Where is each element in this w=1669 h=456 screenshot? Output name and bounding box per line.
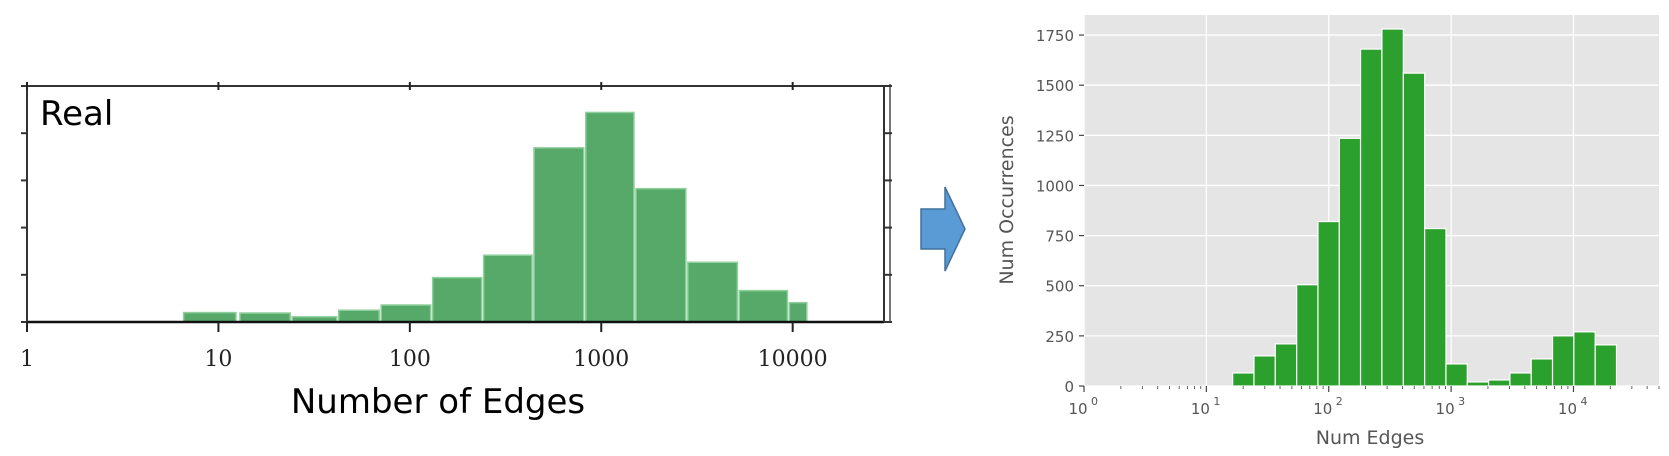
right-bar [1402,72,1426,387]
right-x-tick-label: 10 [1558,400,1577,418]
left-bar [585,111,635,323]
right-x-tick-label: 10 [1313,400,1332,418]
left-bar [687,261,739,323]
right-y-tick-label: 500 [1045,278,1074,296]
left-bar [182,311,237,323]
right-y-tick-label: 0 [1064,378,1074,396]
right-bar [1594,344,1618,387]
right-bar [1424,227,1447,387]
right-y-tick-label: 1250 [1036,127,1074,145]
left-x-tick-label: 1000 [573,347,629,372]
left-x-tick-label: 10 [204,347,232,372]
right-bars-group [1232,28,1618,387]
left-bar [635,187,687,323]
right-arrow-icon [920,186,966,272]
right-bar [1487,379,1511,387]
right-y-tick-label: 1750 [1036,27,1074,45]
right-x-ticks: 10 0 10 1 10 2 10 3 10 4 [1068,386,1660,418]
right-bar [1381,28,1404,387]
left-bar [788,301,808,323]
left-histogram-panel: 1 10 100 1000 10000 Real Number of Edges [20,82,892,422]
left-bar [337,309,380,323]
left-bar [738,289,789,323]
right-x-tick-label: 10 [1068,400,1087,418]
left-x-tick-label: 1 [20,347,34,372]
left-bar [533,147,585,323]
left-x-tick-label: 10000 [758,347,828,372]
right-y-tick-label: 1500 [1036,77,1074,95]
right-y-axis-label: Num Occurrences [996,115,1018,284]
left-axes-frame [21,84,892,324]
right-bar [1573,331,1596,387]
right-bar [1530,358,1554,387]
left-x-tick-label: 100 [389,347,431,372]
right-bar [1359,48,1383,387]
right-bar [1253,355,1276,387]
right-x-tick-label: 10 [1191,400,1210,418]
right-y-tick-label: 750 [1045,228,1074,246]
real-annotation: Real [40,94,113,134]
right-bar [1274,343,1298,387]
right-y-tick-label: 1000 [1036,177,1074,195]
right-x-tick-label: 10 [1436,400,1455,418]
right-bar [1445,363,1468,387]
left-x-axis-label: Number of Edges [291,382,585,422]
right-x-tick-exponent: 1 [1213,395,1220,408]
left-bar [431,276,483,323]
right-bar [1317,220,1340,387]
right-bar [1232,372,1255,387]
right-x-tick-exponent: 0 [1091,395,1098,408]
left-bar [482,254,533,323]
right-bar [1551,335,1575,387]
right-bar [1509,372,1532,387]
left-x-ticks: 1 10 100 1000 10000 [20,82,828,372]
right-x-axis-label: Num Edges [1316,427,1425,449]
right-x-tick-exponent: 4 [1580,395,1587,408]
right-y-ticks: 0 250 500 750 1000 1250 1500 1750 [1036,27,1084,396]
right-y-tick-label: 250 [1045,328,1074,346]
right-x-tick-exponent: 3 [1458,395,1465,408]
left-bars-group [182,111,808,323]
right-x-tick-exponent: 2 [1336,395,1343,408]
left-bar [239,312,291,323]
right-bar [1296,284,1319,387]
left-bar [380,304,432,323]
right-bar [1338,137,1362,387]
right-bar [1466,381,1490,387]
